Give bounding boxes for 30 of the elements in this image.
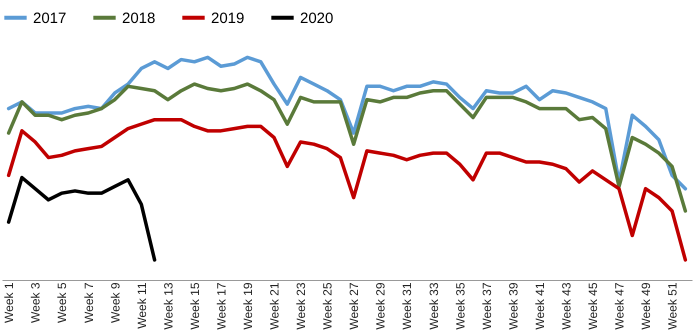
x-tick-label: Week 29 <box>374 282 388 330</box>
x-tick-label: Week 45 <box>586 282 600 330</box>
x-tick-label: Week 5 <box>55 282 70 323</box>
x-tick-label: Week 21 <box>268 282 282 330</box>
legend-label: 2017 <box>33 10 66 27</box>
x-tick-label: Week 23 <box>294 282 308 330</box>
x-tick-label: Week 11 <box>134 282 149 329</box>
x-tick-label: Week 31 <box>400 282 414 330</box>
x-tick-label: Week 13 <box>161 282 176 330</box>
x-tick-label: Week 15 <box>188 282 202 330</box>
x-tick-label: Week 17 <box>214 282 228 330</box>
x-tick-label: Week 19 <box>240 282 255 330</box>
x-tick-label: Week 51 <box>666 282 680 330</box>
x-tick-label: Week 49 <box>639 282 654 330</box>
x-tick-label: Week 39 <box>506 282 520 330</box>
x-tick-label: Week 1 <box>2 282 16 323</box>
x-tick-label: Week 25 <box>320 282 335 330</box>
x-tick-label: Week 43 <box>559 282 574 330</box>
legend-label: 2018 <box>122 10 156 27</box>
x-tick-label: Week 33 <box>426 282 441 330</box>
x-tick-label: Week 41 <box>532 282 547 330</box>
x-tick-label: Week 9 <box>108 282 122 323</box>
legend-label: 2019 <box>211 10 244 27</box>
x-tick-label: Week 35 <box>453 282 468 330</box>
legend-label: 2020 <box>300 10 334 27</box>
x-tick-label: Week 3 <box>28 282 43 323</box>
x-tick-label: Week 27 <box>347 282 362 330</box>
x-tick-label: Week 37 <box>480 282 494 330</box>
x-tick-label: Week 47 <box>612 282 627 330</box>
x-tick-label: Week 7 <box>82 282 96 323</box>
